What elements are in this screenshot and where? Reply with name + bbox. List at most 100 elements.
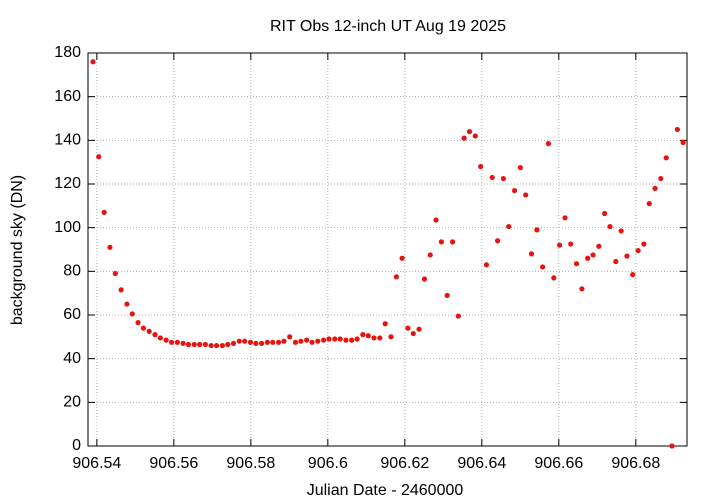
point (208, 342, 214, 349)
point (449, 239, 456, 245)
point (573, 261, 580, 267)
y-tick-label: 0 (72, 437, 81, 454)
point (399, 255, 405, 261)
point (259, 340, 265, 346)
point (568, 241, 574, 247)
point (360, 332, 366, 338)
point (405, 325, 411, 331)
point (124, 301, 130, 307)
point (377, 335, 383, 341)
point (562, 215, 568, 221)
point (112, 270, 118, 277)
point (489, 174, 495, 181)
point (483, 262, 490, 268)
point (168, 339, 175, 345)
point (602, 210, 608, 217)
point (191, 341, 197, 348)
point (388, 334, 394, 340)
point (618, 228, 624, 234)
point (320, 337, 327, 343)
point (641, 241, 647, 247)
point (624, 253, 630, 259)
point (90, 59, 96, 65)
point (326, 336, 332, 342)
point (545, 141, 552, 147)
point (135, 320, 141, 326)
point (349, 337, 355, 343)
y-tick-label: 20 (63, 394, 81, 411)
point (242, 338, 248, 344)
x-tick-label: 906.56 (149, 455, 198, 472)
y-tick-label: 60 (63, 306, 81, 323)
x-tick-label: 906.66 (534, 455, 583, 472)
point (478, 163, 484, 170)
point (247, 339, 254, 345)
point (343, 337, 349, 343)
point (635, 247, 641, 254)
point (140, 325, 147, 331)
point (410, 330, 416, 337)
x-tick-label: 906.68 (611, 455, 660, 472)
point (438, 239, 444, 245)
point (556, 242, 563, 248)
point (382, 321, 388, 327)
point (219, 342, 225, 349)
point (157, 335, 163, 341)
point (152, 332, 158, 338)
y-tick-label: 80 (63, 263, 81, 280)
point (466, 129, 473, 135)
point (275, 339, 282, 345)
point (337, 336, 343, 342)
point (444, 292, 450, 298)
point (236, 338, 242, 344)
point (332, 336, 338, 342)
point (669, 443, 675, 449)
point (511, 187, 518, 194)
point (118, 287, 124, 293)
x-tick-label: 906.64 (457, 455, 506, 472)
point (551, 275, 557, 281)
x-axis-label: Julian Date - 2460000 (307, 482, 464, 499)
point (225, 341, 231, 348)
point (674, 126, 680, 133)
point (461, 135, 467, 141)
point (174, 339, 180, 345)
y-tick-label: 100 (54, 219, 81, 236)
point (298, 338, 304, 344)
point (230, 340, 237, 346)
y-tick-label: 180 (54, 44, 81, 61)
point (579, 286, 585, 292)
point (371, 335, 377, 341)
point (506, 223, 512, 230)
x-tick-label: 906.54 (72, 455, 121, 472)
point (494, 238, 501, 244)
point (652, 185, 658, 191)
point (607, 223, 613, 230)
x-tick-label: 906.6 (308, 455, 348, 472)
point (523, 192, 529, 198)
point (540, 264, 546, 270)
point (433, 217, 439, 223)
point (613, 258, 619, 265)
point (264, 339, 270, 345)
point (646, 201, 652, 207)
point (101, 209, 107, 215)
point (213, 342, 220, 349)
y-tick-label: 160 (54, 88, 81, 105)
point (202, 341, 209, 348)
point (680, 139, 686, 146)
point (455, 313, 461, 319)
point (270, 339, 276, 345)
chart-title: RIT Obs 12-inch UT Aug 19 2025 (270, 18, 506, 35)
x-tick-label: 906.58 (226, 455, 275, 472)
point (365, 333, 371, 339)
point (107, 244, 113, 250)
point (472, 133, 478, 139)
point (590, 252, 596, 258)
point (304, 337, 310, 343)
point (292, 339, 299, 345)
point (129, 311, 135, 317)
point (253, 340, 259, 346)
point (534, 227, 540, 233)
